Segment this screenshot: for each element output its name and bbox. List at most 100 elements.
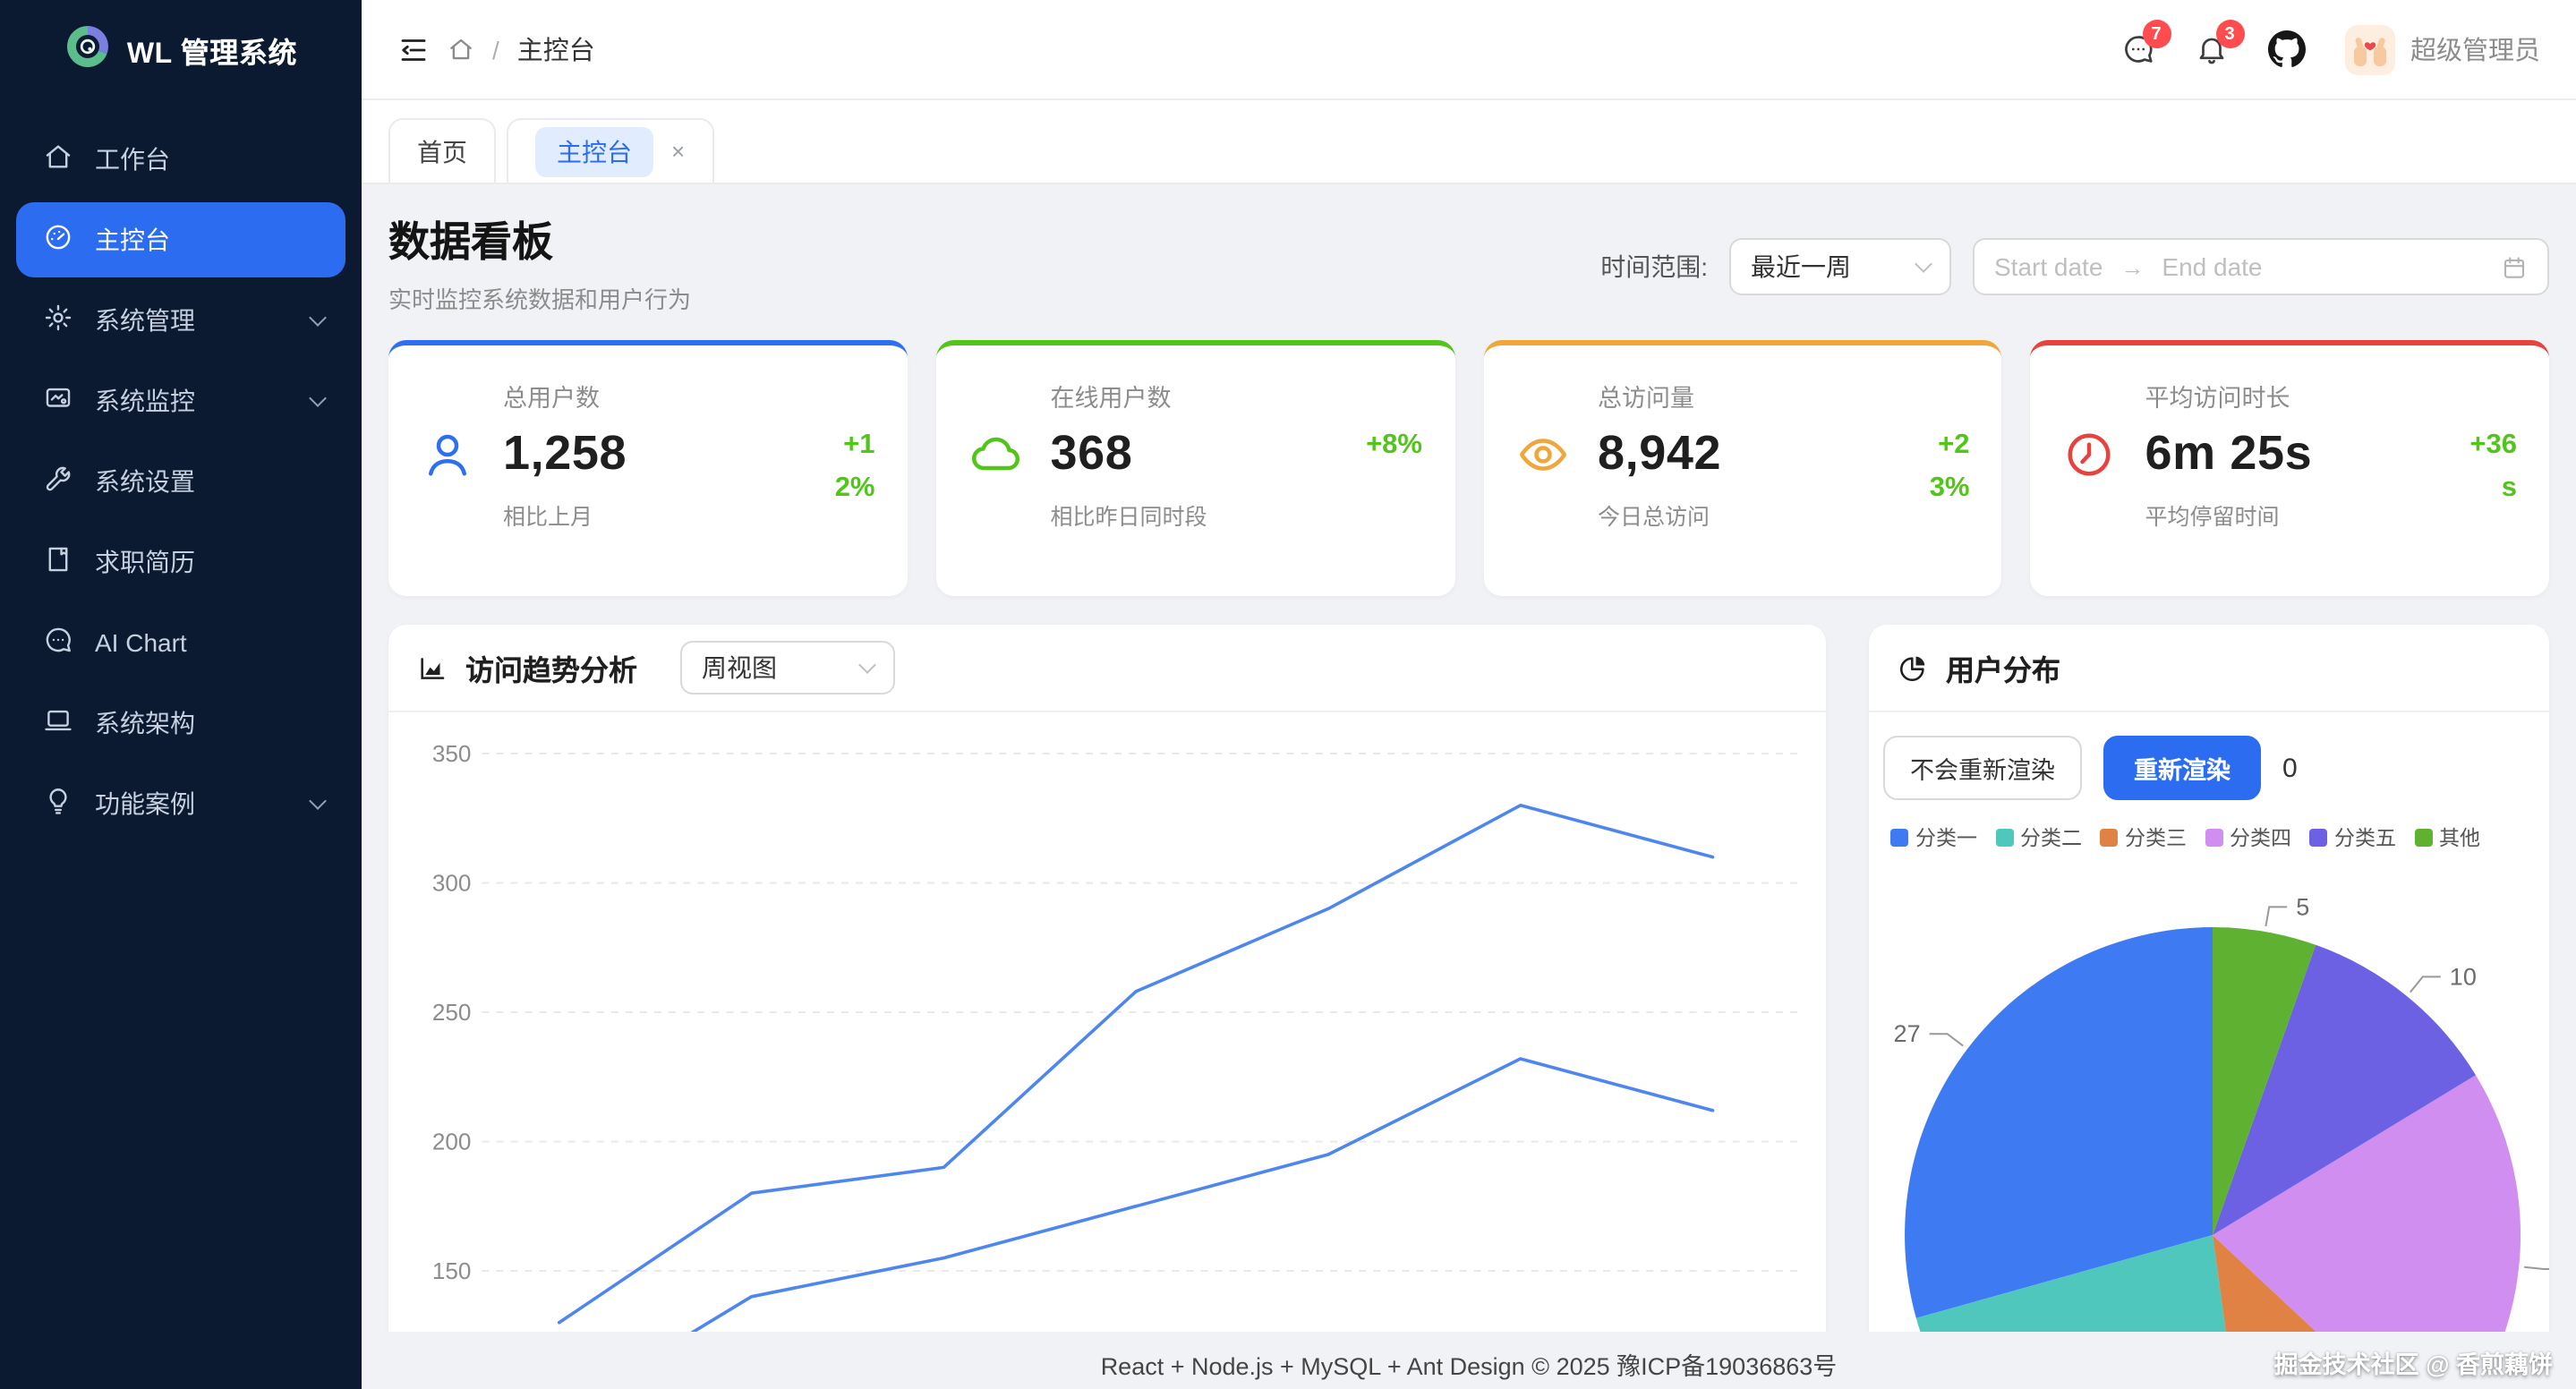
time-filter-controls: 时间范围: 最近一周 Start date → End date: [1600, 218, 2549, 315]
stat-label: 总用户数: [503, 385, 600, 412]
stat-label: 总访问量: [1598, 385, 1694, 412]
stat-footnote: 今日总访问: [1598, 505, 1710, 530]
sidebar-item-resume[interactable]: 求职简历: [16, 524, 345, 600]
breadcrumb-current[interactable]: 主控台: [516, 38, 595, 66]
svg-text:200: 200: [432, 1129, 472, 1155]
notifications-button[interactable]: 3: [2194, 20, 2244, 66]
legend-swatch: [1890, 829, 1908, 847]
page-title: 数据看板: [388, 218, 553, 265]
stat-value: 6m 25s: [2145, 426, 2313, 480]
messages-button[interactable]: 7: [2120, 20, 2171, 66]
chevron-down-icon: [309, 791, 327, 809]
stat-card-total-visits: 总访问量 8,942 今日总访问 +23%: [1483, 340, 2002, 596]
trend-panel-title: 访问趋势分析: [465, 657, 638, 687]
breadcrumb-separator: /: [492, 35, 499, 64]
stat-delta: +36s: [2469, 430, 2517, 504]
calendar-icon: [2501, 253, 2528, 280]
legend-item[interactable]: 分类三: [2100, 823, 2187, 852]
tab-dashboard-active[interactable]: 主控台 ×: [507, 118, 714, 183]
legend-item[interactable]: 分类五: [2309, 823, 2396, 852]
footer-watermark: 掘金技术社区 @ 香煎藕饼: [2273, 1351, 2553, 1378]
legend-label: 分类二: [2020, 829, 2082, 850]
legend-label: 分类一: [1915, 829, 1977, 850]
page-footer: React + Node.js + MySQL + Ant Design © 2…: [362, 1332, 2576, 1389]
stat-value: 8,942: [1598, 426, 1722, 480]
time-range-select[interactable]: 最近一周: [1729, 238, 1951, 295]
pie-panel-title: 用户分布: [1946, 657, 2061, 687]
visit-trend-line-chart: 350 300 250 200 150: [432, 740, 1804, 1350]
end-date-placeholder: End date: [2162, 252, 2263, 281]
pie-button-row: 不会重新渲染 重新渲染 0: [1869, 712, 2549, 800]
sidebar-item-system-admin[interactable]: 系统管理: [16, 283, 345, 358]
stat-card-online-users: 在线用户数 368 相比昨日同时段 +8%: [935, 340, 1454, 596]
stat-card-avg-duration: 平均访问时长 6m 25s 平均停留时间 +36s: [2030, 340, 2549, 596]
legend-swatch: [2309, 829, 2327, 847]
sidebar-item-system-monitor[interactable]: 系统监控: [16, 363, 345, 439]
sidebar-item-system-settings[interactable]: 系统设置: [16, 444, 345, 519]
svg-text:150: 150: [432, 1257, 472, 1284]
menu-fold-icon[interactable]: [397, 33, 430, 65]
stat-label: 平均访问时长: [2145, 385, 2290, 412]
trend-panel-header: 访问趋势分析 周视图: [388, 625, 1826, 712]
sidebar: WL 管理系统 工作台 主控台 系统管理 系统监控: [0, 0, 362, 1389]
start-date-placeholder: Start date: [1994, 252, 2103, 281]
user-menu[interactable]: 超级管理员: [2344, 24, 2540, 74]
sidebar-item-architecture[interactable]: 系统架构: [16, 686, 345, 761]
visit-trend-panel: 访问趋势分析 周视图 350 300 250 200 150: [388, 625, 1826, 1389]
pie-panel-header: 用户分布: [1869, 625, 2549, 712]
logo-donut-icon: [64, 22, 111, 78]
sidebar-item-label: 主控台: [95, 226, 170, 254]
sidebar-item-label: AI Chart: [95, 628, 187, 657]
message-count-badge: 7: [2142, 20, 2171, 48]
sidebar-item-dashboard[interactable]: 主控台: [16, 202, 345, 277]
chevron-down-icon: [858, 656, 876, 674]
svg-text:250: 250: [432, 999, 472, 1026]
avatar: [2344, 24, 2394, 74]
area-chart-icon: [417, 652, 448, 683]
tab-close-icon[interactable]: ×: [671, 138, 686, 165]
date-range-picker[interactable]: Start date → End date: [1973, 238, 2549, 295]
tab-home[interactable]: 首页: [388, 118, 496, 183]
stat-delta: +23%: [1929, 430, 1970, 504]
legend-label: 分类五: [2334, 829, 2396, 850]
legend-swatch: [1995, 829, 2013, 847]
github-icon[interactable]: [2267, 30, 2305, 68]
topbar-actions: 7 3: [2120, 20, 2540, 74]
trend-view-select[interactable]: 周视图: [680, 641, 896, 694]
tab-label-active: 主控台: [535, 126, 653, 176]
sidebar-item-feature-cases[interactable]: 功能案例: [16, 766, 345, 841]
legend-item[interactable]: 分类四: [2205, 823, 2291, 852]
stat-footnote: 相比上月: [503, 505, 593, 530]
laptop-icon: [43, 705, 73, 741]
page-header-row: 数据看板 实时监控系统数据和用户行为 时间范围: 最近一周 Start date…: [388, 208, 2549, 315]
stat-footnote: 相比昨日同时段: [1050, 505, 1207, 530]
stat-label: 在线用户数: [1050, 385, 1172, 412]
sidebar-item-label: 系统设置: [95, 467, 195, 496]
lightbulb-icon: [43, 786, 73, 822]
legend-label: 分类四: [2230, 829, 2291, 850]
no-rerender-button[interactable]: 不会重新渲染: [1883, 736, 2082, 800]
user-distribution-panel: 用户分布 不会重新渲染 重新渲染 0 分类一 分类二 分类三 分类四 分类五 其…: [1869, 625, 2549, 1389]
legend-item[interactable]: 其他: [2414, 823, 2480, 852]
range-arrow-icon: →: [2120, 253, 2145, 280]
gear-icon: [43, 303, 73, 338]
stat-value: 368: [1050, 426, 1133, 480]
sidebar-item-ai-chart[interactable]: AI Chart: [16, 605, 345, 680]
rerender-button[interactable]: 重新渲染: [2103, 736, 2261, 800]
sidebar-item-workbench[interactable]: 工作台: [16, 122, 345, 197]
legend-item[interactable]: 分类一: [1890, 823, 1977, 852]
breadcrumb-home-icon[interactable]: [448, 36, 474, 63]
svg-text:350: 350: [432, 740, 472, 767]
footer-text: React + Node.js + MySQL + Ant Design © 2…: [1100, 1352, 1838, 1379]
notification-count-badge: 3: [2215, 20, 2244, 48]
topbar: / 主控台 7 3: [362, 0, 2576, 100]
legend-item[interactable]: 分类二: [1995, 823, 2082, 852]
svg-text:300: 300: [432, 870, 472, 897]
sidebar-item-label: 系统监控: [95, 387, 195, 415]
sidebar-menu: 工作台 主控台 系统管理 系统监控 系统设置 求职简历: [0, 100, 362, 863]
user-distribution-pie-chart: 27211019105: [1894, 893, 2549, 1332]
svg-text:5: 5: [2296, 893, 2309, 920]
chevron-down-icon: [1915, 255, 1932, 273]
stat-cards-row: 总用户数 1,258 相比上月 +12% 在线用户数 368 相比昨日同时段: [388, 340, 2549, 596]
